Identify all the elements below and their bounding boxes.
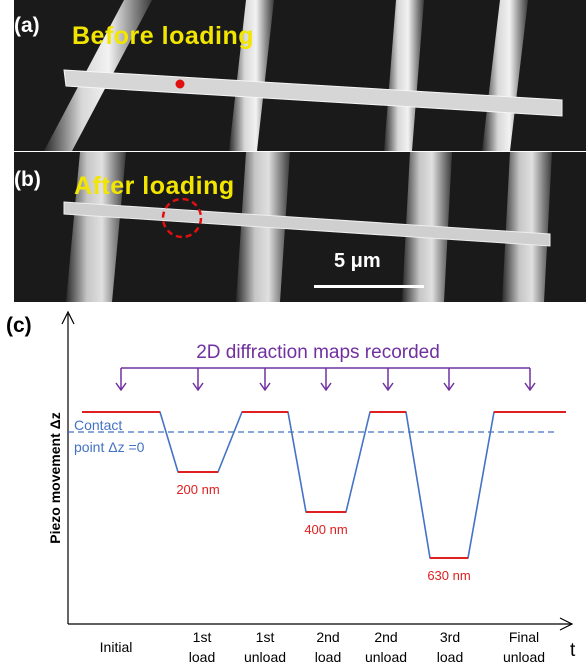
x-category-labels: Initial 1st load 1st unload 2nd load 2nd unload 3… [100, 629, 545, 665]
map-arrowhead [115, 382, 127, 392]
diffraction-maps-annotation: 2D diffraction maps recorded [196, 342, 440, 363]
x-category-label: 1st [193, 629, 212, 645]
panel-b-label: (b) [14, 168, 41, 191]
x-category-label: load [315, 649, 341, 665]
panel-c-label: (c) [6, 314, 32, 337]
x-category-label: 1st [256, 629, 275, 645]
loading-point [175, 79, 185, 89]
depth-label: 200 nm [176, 482, 219, 497]
map-arrowhead [192, 382, 204, 392]
x-axis-arrowhead [559, 617, 574, 631]
map-arrowhead [524, 382, 536, 392]
x-category-label: unload [365, 649, 407, 665]
x-category-label: load [437, 649, 463, 665]
depth-label: 400 nm [304, 522, 347, 537]
scale-bar [314, 285, 424, 288]
map-arrowhead [320, 382, 332, 392]
beam [63, 201, 551, 247]
contact-label-line1: Contact [74, 417, 122, 433]
x-category-label: unload [244, 649, 286, 665]
y-axis-label: Piezo movement Δz [47, 412, 63, 543]
indent-highlight-circle [161, 197, 203, 239]
y-axis-arrowhead [61, 310, 75, 325]
sem-image-b-drawing [63, 152, 552, 302]
sem-image-before-loading: (a) Before loading [14, 0, 586, 151]
x-category-label: load [189, 649, 215, 665]
x-category-label: 2nd [374, 629, 397, 645]
panel-a-title: Before loading [72, 22, 255, 50]
sem-image-after-loading: (b) After loading 5 μm [14, 152, 586, 302]
panel-b-title: After loading [74, 172, 235, 200]
grid-bar [66, 152, 126, 302]
grid-bar [229, 0, 274, 151]
map-arrowhead [443, 382, 455, 392]
grid-bar [502, 152, 552, 302]
depth-label: 630 nm [427, 568, 470, 583]
diffraction-arrows [115, 367, 536, 392]
piezo-movement-chart: (c) Piezo movement Δz t Contact point Δz… [6, 310, 576, 665]
x-category-label: Final [509, 629, 539, 645]
sem-image-a-drawing [44, 0, 563, 151]
x-axis-label: t [570, 640, 576, 661]
panel-a-label: (a) [14, 14, 40, 37]
piezo-profile [82, 411, 566, 559]
scale-bar-label: 5 μm [334, 250, 381, 272]
map-arrowhead [382, 382, 394, 392]
map-arrowhead [259, 382, 271, 392]
depth-labels: 200 nm 400 nm 630 nm [176, 482, 470, 583]
x-category-label: 2nd [316, 629, 339, 645]
x-category-label: 3rd [440, 629, 460, 645]
grid-bar [384, 0, 424, 151]
x-category-label: unload [503, 649, 545, 665]
grid-bar [482, 0, 528, 151]
contact-label-line2: point Δz =0 [74, 439, 145, 455]
beam [63, 69, 563, 117]
x-category-label: Initial [100, 639, 133, 655]
